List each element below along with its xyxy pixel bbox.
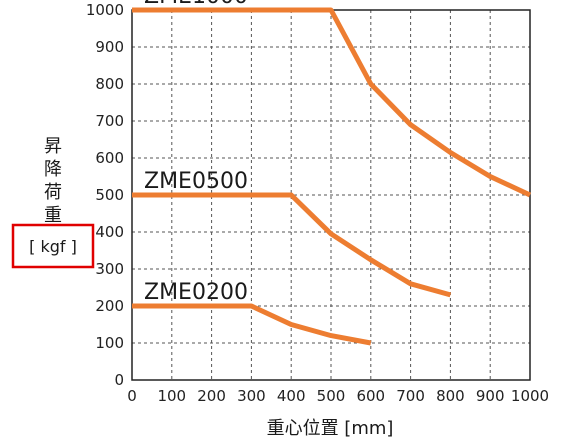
x-tick-label: 600 — [356, 387, 385, 405]
series-lines — [132, 7, 532, 346]
series-label-zme1000: ZME1000 — [144, 0, 248, 9]
y-tick-label: 0 — [114, 371, 124, 389]
x-tick-label: 900 — [476, 387, 505, 405]
y-tick-label: 900 — [95, 38, 124, 56]
x-tick-label: 0 — [127, 387, 137, 405]
y-tick-label: 600 — [95, 149, 124, 167]
y-tick-label: 1000 — [86, 1, 124, 19]
x-tick-label: 200 — [197, 387, 226, 405]
x-tick-label: 500 — [317, 387, 346, 405]
tick-labels: 0 100 200 300 400 500 600 700 800 900 1000 0 100 200 3… — [86, 1, 549, 405]
unit-box — [11, 223, 95, 269]
y-axis-title-char: 降 — [44, 159, 62, 180]
series-labels: ZME1000 ZME0500 ZME0200 — [144, 0, 248, 305]
y-tick-label: 400 — [95, 223, 124, 241]
series-line-zme1000 — [132, 7, 532, 198]
y-axis-title-char: 重 — [44, 205, 62, 226]
y-tick-label: 300 — [95, 260, 124, 278]
y-tick-label: 700 — [95, 112, 124, 130]
x-tick-label: 300 — [237, 387, 266, 405]
x-tick-label: 1000 — [511, 387, 549, 405]
series-line-zme0500 — [132, 192, 452, 298]
y-tick-label: 500 — [95, 186, 124, 204]
y-axis-unit: [ kgf ] — [29, 237, 77, 256]
x-tick-label: 800 — [436, 387, 465, 405]
y-tick-label: 200 — [95, 297, 124, 315]
x-tick-label: 400 — [277, 387, 306, 405]
y-axis-title-char: 荷 — [44, 182, 62, 203]
x-tick-label: 100 — [157, 387, 186, 405]
y-tick-label: 800 — [95, 75, 124, 93]
series-label-zme0500: ZME0500 — [144, 169, 248, 194]
x-axis-title: 重心位置 [mm] — [267, 418, 394, 439]
y-tick-label: 100 — [95, 334, 124, 352]
y-axis-title-char: 昇 — [44, 136, 62, 157]
series-line-zme0200 — [132, 303, 372, 346]
series-label-zme0200: ZME0200 — [144, 280, 248, 305]
x-tick-label: 700 — [396, 387, 425, 405]
